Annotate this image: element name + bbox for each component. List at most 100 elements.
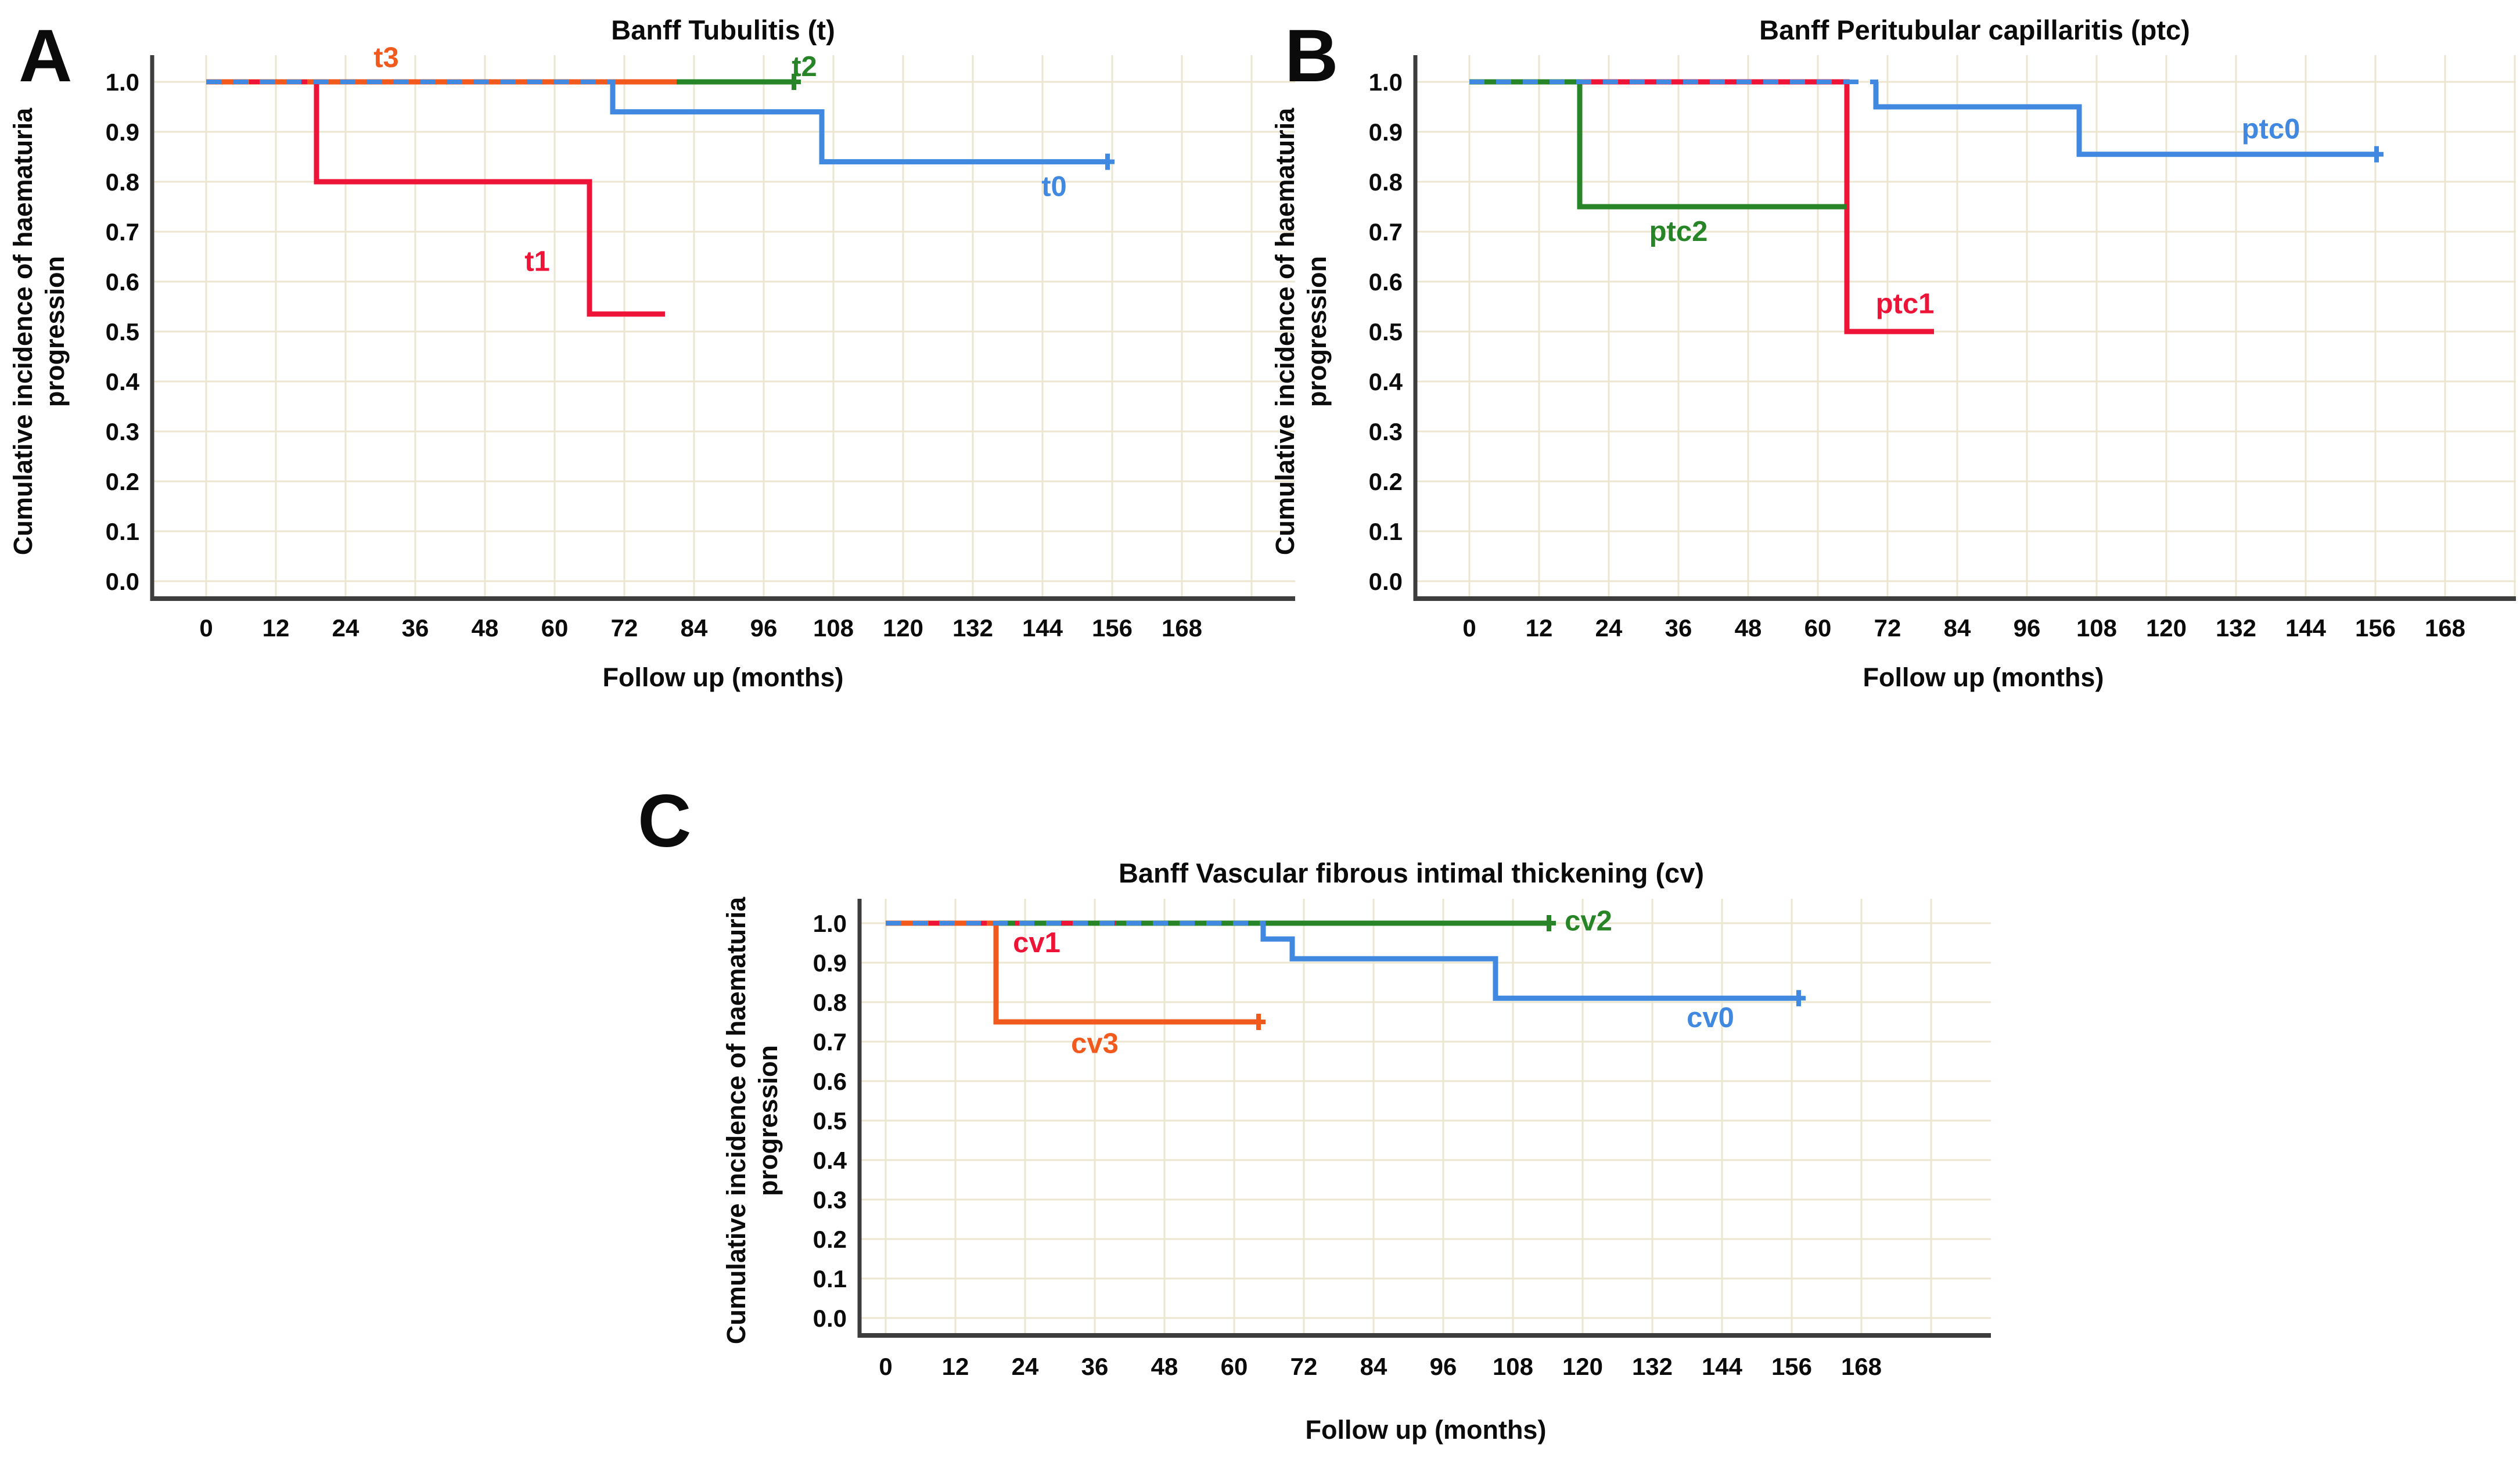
series-dash-t1 bbox=[206, 80, 319, 182]
y-tick-label: 0.5 bbox=[813, 1107, 847, 1135]
x-tick-label: 12 bbox=[263, 614, 290, 642]
series-label-ptc1: ptc1 bbox=[1876, 289, 1935, 320]
panel-letter: A bbox=[19, 15, 72, 98]
x-tick-label: 48 bbox=[472, 614, 499, 642]
plot-area: 0 12 24 36 48 60 72 84 96 108 120 132 144 156 168 1.0 0.… bbox=[813, 899, 1991, 1380]
x-tick-label: 168 bbox=[1162, 614, 1202, 642]
y-tick-label: 0.3 bbox=[813, 1186, 847, 1213]
x-tick-label: 168 bbox=[2425, 614, 2465, 642]
x-tick-label: 144 bbox=[2285, 614, 2327, 642]
x-tick-label: 48 bbox=[1151, 1353, 1178, 1380]
series-line-t1 bbox=[314, 82, 665, 317]
series-label-cv1: cv1 bbox=[1013, 927, 1061, 959]
y-tick-label: 0.9 bbox=[106, 118, 139, 146]
series-line-ptc2 bbox=[1469, 79, 1847, 210]
series-label-t1: t1 bbox=[524, 246, 550, 278]
x-tick-label: 72 bbox=[1874, 614, 1901, 642]
panel-title: Banff Peritubular capillaritis (ptc) bbox=[1759, 15, 2190, 45]
x-axis-title: Follow up (months) bbox=[1863, 662, 2104, 692]
x-tick-label: 120 bbox=[883, 614, 923, 642]
y-tick-label: 0.4 bbox=[106, 368, 140, 395]
x-axis-title: Follow up (months) bbox=[603, 662, 844, 692]
x-tick-label: 72 bbox=[611, 614, 638, 642]
y-tick-label: 0.4 bbox=[1369, 368, 1403, 395]
x-tick-label: 108 bbox=[813, 614, 854, 642]
panel-title: Banff Vascular fibrous intimal thickenin… bbox=[1119, 858, 1704, 888]
series-line-ptc0 bbox=[1873, 82, 2375, 157]
y-axis-title-line1: Cumulative incidence of haematuria bbox=[721, 896, 751, 1344]
y-tick-label: 0.8 bbox=[813, 989, 847, 1016]
series-label-cv2: cv2 bbox=[1565, 906, 1612, 937]
x-tick-label: 108 bbox=[1493, 1353, 1533, 1380]
x-axis-title: Follow up (months) bbox=[1306, 1415, 1547, 1445]
x-tick-label: 12 bbox=[942, 1353, 969, 1380]
x-tick-label: 36 bbox=[402, 614, 429, 642]
panel-c: 0 12 24 36 48 60 72 84 96 108 120 132 144 156 168 1.0 0.… bbox=[638, 780, 1991, 1445]
series-label-t3: t3 bbox=[373, 42, 399, 74]
panel-b: 0 12 24 36 48 60 72 84 96 108 120 132 144 156 168 1.0 0.… bbox=[1270, 15, 2516, 692]
y-tick-label: 1.0 bbox=[813, 910, 847, 937]
y-tick-label: 0.0 bbox=[1369, 568, 1403, 595]
series-dash-ptc0 bbox=[1469, 80, 1878, 107]
x-tick-label: 36 bbox=[1665, 614, 1692, 642]
x-tick-label: 120 bbox=[1562, 1353, 1603, 1380]
series-label-ptc2: ptc2 bbox=[1649, 216, 1708, 247]
panel-letter: B bbox=[1285, 15, 1338, 98]
x-tick-label: 12 bbox=[1526, 614, 1553, 642]
x-tick-label: 72 bbox=[1290, 1353, 1318, 1380]
y-tick-label: 0.1 bbox=[813, 1265, 847, 1292]
x-tick-label: 0 bbox=[1462, 614, 1476, 642]
y-tick-label: 0.1 bbox=[1369, 518, 1403, 545]
series-dash-cv0 bbox=[886, 921, 1266, 939]
x-tick-label: 120 bbox=[2146, 614, 2187, 642]
x-tick-label: 96 bbox=[1430, 1353, 1457, 1380]
y-tick-label: 0.0 bbox=[106, 568, 139, 595]
y-axis-title-line1: Cumulative incidence of haematuria bbox=[8, 107, 38, 555]
y-tick-label: 0.8 bbox=[106, 168, 139, 196]
y-axis-title-line2: progression bbox=[40, 256, 70, 407]
x-tick-label: 96 bbox=[2014, 614, 2041, 642]
series-label-t2: t2 bbox=[792, 51, 817, 82]
series-line-cv0 bbox=[1260, 923, 1798, 1001]
x-tick-label: 0 bbox=[879, 1353, 892, 1380]
series-label-ptc0: ptc0 bbox=[2242, 114, 2300, 145]
panel-letter: C bbox=[638, 780, 691, 863]
plot-area: 0 12 24 36 48 60 72 84 96 108 120 132 144 156 168 1.0 0.… bbox=[106, 42, 1295, 642]
y-tick-label: 0.5 bbox=[1369, 318, 1403, 345]
x-tick-label: 84 bbox=[1944, 614, 1971, 642]
series-label-cv3: cv3 bbox=[1071, 1028, 1119, 1059]
y-tick-label: 0.9 bbox=[813, 949, 847, 977]
x-tick-label: 108 bbox=[2076, 614, 2117, 642]
y-axis-title-line2: progression bbox=[1302, 256, 1332, 407]
x-tick-label: 132 bbox=[2216, 614, 2256, 642]
series-label-t0: t0 bbox=[1041, 171, 1067, 203]
x-tick-label: 132 bbox=[1632, 1353, 1673, 1380]
y-tick-label: 0.1 bbox=[106, 518, 139, 545]
x-tick-label: 168 bbox=[1841, 1353, 1882, 1380]
x-tick-label: 84 bbox=[1360, 1353, 1387, 1380]
y-tick-label: 0.4 bbox=[813, 1147, 847, 1174]
x-tick-label: 36 bbox=[1081, 1353, 1109, 1380]
series-dash-t0 bbox=[206, 80, 615, 112]
y-tick-label: 0.2 bbox=[106, 468, 139, 495]
x-tick-label: 60 bbox=[1221, 1353, 1248, 1380]
x-tick-label: 48 bbox=[1735, 614, 1762, 642]
x-tick-label: 60 bbox=[1804, 614, 1832, 642]
y-tick-label: 1.0 bbox=[106, 69, 139, 96]
y-tick-label: 0.3 bbox=[1369, 418, 1403, 445]
y-tick-label: 0.2 bbox=[1369, 468, 1403, 495]
y-tick-label: 0.2 bbox=[813, 1226, 847, 1253]
y-tick-label: 0.8 bbox=[1369, 168, 1403, 196]
plot-area: 0 12 24 36 48 60 72 84 96 108 120 132 144 156 168 1.0 0.… bbox=[1369, 55, 2516, 642]
y-tick-label: 0.5 bbox=[106, 318, 139, 345]
x-tick-label: 156 bbox=[1771, 1353, 1812, 1380]
x-tick-label: 0 bbox=[199, 614, 213, 642]
x-tick-label: 24 bbox=[1595, 614, 1623, 642]
x-tick-label: 24 bbox=[332, 614, 360, 642]
series-line-t0 bbox=[610, 82, 1106, 165]
y-tick-label: 1.0 bbox=[1369, 69, 1403, 96]
panel-a: 0 12 24 36 48 60 72 84 96 108 120 132 144 156 168 1.0 0.… bbox=[8, 15, 1295, 692]
x-tick-label: 96 bbox=[750, 614, 778, 642]
y-tick-label: 0.6 bbox=[813, 1068, 847, 1095]
